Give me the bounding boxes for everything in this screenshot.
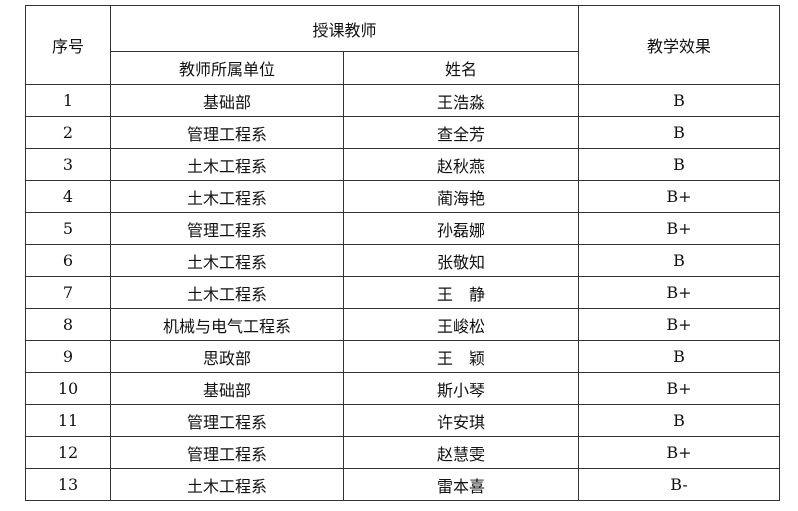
- cell-name: 王 颖: [342, 340, 580, 373]
- cell-unit: 土木工程系: [110, 244, 344, 277]
- table-row: 10 基础部 斯小琴 B+: [25, 372, 781, 405]
- cell-effect: B+: [578, 212, 781, 245]
- cell-unit: 土木工程系: [110, 468, 344, 501]
- header-name: 姓名: [342, 51, 580, 85]
- cell-no: 2: [25, 116, 111, 149]
- cell-no: 9: [25, 340, 111, 373]
- cell-name: 王峻松: [342, 308, 580, 341]
- cell-no: 6: [25, 244, 111, 277]
- cell-unit: 管理工程系: [110, 212, 344, 245]
- cell-name: 王浩淼: [342, 84, 580, 117]
- table-row: 11 管理工程系 许安琪 B: [25, 404, 781, 437]
- cell-unit: 思政部: [110, 340, 344, 373]
- header-teacher: 授课教师: [109, 5, 580, 52]
- table-row: 13 土木工程系 雷本喜 B-: [25, 468, 781, 501]
- teaching-evaluation-table: 序号 授课教师 教学效果 教师所属单位 姓名 1 基础部 王浩淼 B 2 管理工程系 查全芳…: [25, 5, 781, 501]
- cell-effect: B: [578, 116, 781, 149]
- cell-effect: B: [578, 340, 781, 373]
- table-row: 3 土木工程系 赵秋燕 B: [25, 148, 781, 181]
- cell-no: 7: [25, 276, 111, 309]
- cell-name: 蔺海艳: [342, 180, 580, 213]
- cell-unit: 土木工程系: [110, 148, 344, 181]
- cell-no: 5: [25, 212, 111, 245]
- cell-no: 3: [25, 148, 111, 181]
- cell-unit: 机械与电气工程系: [110, 308, 344, 341]
- cell-no: 1: [25, 84, 111, 117]
- cell-effect: B+: [578, 276, 781, 309]
- cell-name: 查全芳: [342, 116, 580, 149]
- cell-name: 许安琪: [342, 404, 580, 437]
- cell-no: 8: [25, 308, 111, 341]
- cell-no: 13: [25, 468, 111, 501]
- table-row: 4 土木工程系 蔺海艳 B+: [25, 180, 781, 213]
- cell-name: 赵秋燕: [342, 148, 580, 181]
- cell-unit: 基础部: [110, 372, 344, 405]
- cell-name: 张敬知: [342, 244, 580, 277]
- cell-effect: B-: [578, 468, 781, 501]
- cell-name: 王 静: [342, 276, 580, 309]
- cell-effect: B: [578, 404, 781, 437]
- cell-no: 12: [25, 436, 111, 469]
- table-row: 1 基础部 王浩淼 B: [25, 84, 781, 117]
- table-row: 8 机械与电气工程系 王峻松 B+: [25, 308, 781, 341]
- cell-effect: B: [578, 148, 781, 181]
- header-no: 序号: [25, 5, 111, 85]
- table-row: 12 管理工程系 赵慧雯 B+: [25, 436, 781, 469]
- table-row: 6 土木工程系 张敬知 B: [25, 244, 781, 277]
- header-unit: 教师所属单位: [110, 51, 344, 85]
- cell-effect: B+: [578, 180, 781, 213]
- cell-effect: B: [578, 84, 781, 117]
- cell-unit: 土木工程系: [110, 276, 344, 309]
- cell-name: 赵慧雯: [342, 436, 580, 469]
- cell-effect: B+: [578, 308, 781, 341]
- cell-unit: 管理工程系: [110, 116, 344, 149]
- cell-unit: 管理工程系: [110, 404, 344, 437]
- header-effect: 教学效果: [578, 5, 781, 85]
- table-row: 5 管理工程系 孙磊娜 B+: [25, 212, 781, 245]
- cell-unit: 基础部: [110, 84, 344, 117]
- cell-effect: B+: [578, 436, 781, 469]
- table-row: 7 土木工程系王 静 B+: [25, 276, 781, 309]
- cell-effect: B: [578, 244, 781, 277]
- cell-name: 雷本喜: [342, 468, 580, 501]
- cell-no: 11: [25, 404, 111, 437]
- cell-effect: B+: [578, 372, 781, 405]
- cell-name: 孙磊娜: [342, 212, 580, 245]
- cell-unit: 土木工程系: [110, 180, 344, 213]
- cell-unit: 管理工程系: [110, 436, 344, 469]
- cell-no: 10: [25, 372, 111, 405]
- cell-name: 斯小琴: [342, 372, 580, 405]
- table-row: 2 管理工程系 查全芳 B: [25, 116, 781, 149]
- cell-no: 4: [25, 180, 111, 213]
